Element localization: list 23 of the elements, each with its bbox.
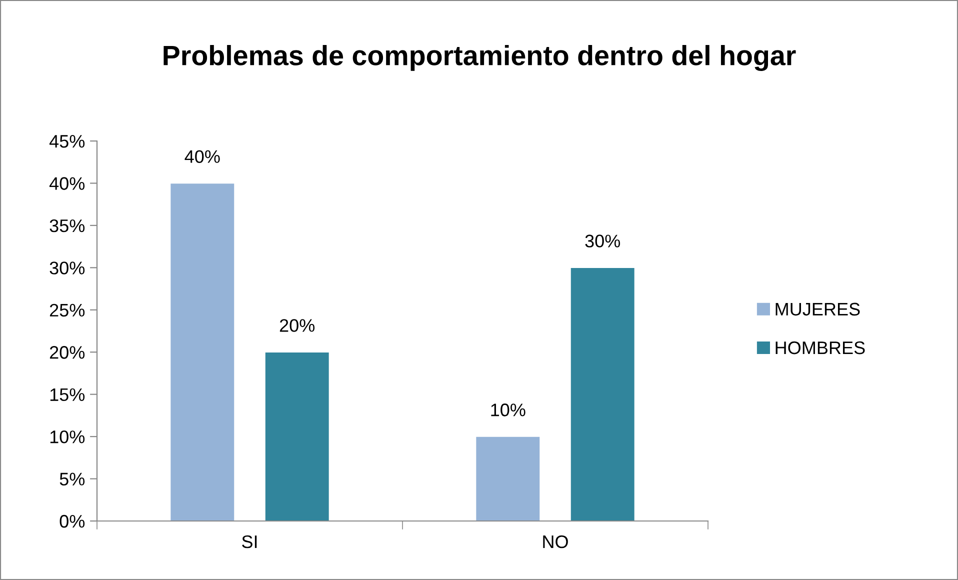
y-tick-label: 35% (50, 219, 85, 232)
data-label: 30% (585, 234, 620, 248)
y-tick-label: 10% (50, 430, 85, 444)
data-label: 10% (491, 404, 526, 416)
x-tick-label: NO (543, 535, 568, 548)
y-tick-label: 30% (50, 262, 85, 274)
bar (475, 436, 540, 521)
y-tick-label: 5% (60, 472, 85, 486)
bar (570, 267, 636, 521)
bar (264, 352, 330, 521)
legend-label: MUJERES (776, 302, 860, 316)
y-tick-label: 15% (50, 388, 85, 402)
y-tick-label: 0% (60, 514, 85, 528)
y-tick-label: 25% (50, 304, 85, 317)
y-tick-label: 20% (50, 346, 85, 359)
bar (170, 182, 235, 521)
y-tick-label: 45% (49, 135, 85, 148)
legend-label: HOMBRES (776, 341, 865, 354)
y-tick-label: 40% (49, 177, 85, 190)
chart-title: Problemas de comportamiento dentro del hogar (164, 44, 796, 72)
x-tick-label: SI (242, 535, 257, 548)
data-label: 20% (280, 319, 315, 332)
data-label: 40% (184, 150, 220, 163)
